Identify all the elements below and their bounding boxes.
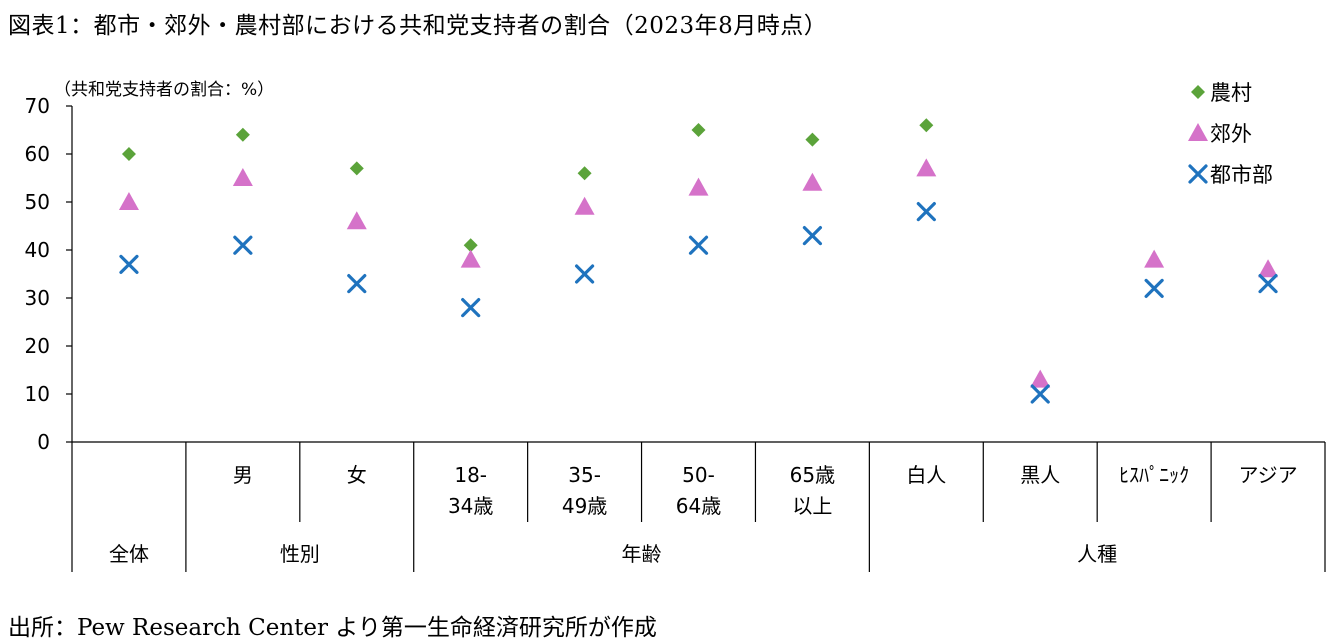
y-tick-label: 60 — [25, 142, 50, 166]
data-point-triangle — [574, 196, 595, 215]
data-point-x — [1258, 274, 1278, 294]
data-point-x — [233, 235, 253, 255]
y-tick-label: 0 — [37, 430, 50, 454]
x-marker-stroke — [574, 264, 595, 284]
x-tick-label: 黒人 — [1020, 463, 1060, 487]
x-tick-label: 50- — [682, 463, 715, 487]
x-group-label: 人種 — [1077, 542, 1117, 566]
data-point-x — [347, 274, 367, 294]
data-point-x — [802, 226, 823, 246]
x-tick-label: 女 — [347, 463, 367, 487]
legend-label: 郊外 — [1210, 122, 1252, 146]
x-tick-label: 34歳 — [448, 494, 493, 518]
legend-marker — [1191, 85, 1205, 99]
data-point-x — [574, 264, 595, 284]
y-tick-label: 30 — [25, 286, 50, 310]
data-point-diamond — [577, 166, 592, 181]
x-marker-stroke — [1258, 274, 1278, 294]
y-tick-label: 70 — [25, 94, 50, 118]
chart-title: 図表1：都市・郊外・農村部における共和党支持者の割合（2023年8月時点） — [8, 13, 828, 39]
data-point-diamond — [349, 161, 364, 176]
y-axis: 0 10 20 30 40 50 60 70 — [25, 94, 73, 454]
data-point-x — [1030, 384, 1050, 404]
data-point-triangle — [802, 172, 823, 191]
y-tick-label: 50 — [25, 190, 50, 214]
data-point-diamond — [121, 147, 136, 161]
legend-marker — [1188, 123, 1208, 141]
x-tick-label: ﾋｽﾊﾟﾆｯｸ — [1119, 463, 1189, 487]
x-tick-label: 35- — [568, 463, 601, 487]
y-axis-label: （共和党支持者の割合：%） — [54, 80, 274, 100]
data-point-x — [461, 298, 481, 318]
data-point-triangle — [1144, 249, 1165, 268]
x-group-label: 年齢 — [622, 542, 662, 566]
x-marker-stroke — [461, 298, 481, 318]
data-point-triangle — [1258, 259, 1279, 278]
x-marker-stroke — [1144, 278, 1164, 298]
source-note: 出所：Pew Research Center より第一生命経済研究所が作成 — [8, 615, 657, 641]
x-marker-stroke — [119, 254, 139, 274]
legend-marker — [1188, 164, 1208, 184]
x-tick-label: 以上 — [792, 494, 832, 518]
x-marker-stroke — [233, 235, 253, 255]
data-point-triangle — [346, 211, 367, 230]
data-point-diamond — [691, 123, 706, 137]
x-marker-stroke — [1030, 384, 1050, 404]
x-marker-stroke — [1188, 164, 1208, 184]
y-tick-label: 20 — [25, 334, 50, 358]
x-tick-label: アジア — [1238, 463, 1297, 487]
x-marker-stroke — [347, 274, 367, 294]
data-point-diamond — [805, 132, 820, 147]
x-tick-label: 18- — [454, 463, 487, 487]
data-point-diamond — [919, 118, 934, 133]
data-point-x — [119, 254, 139, 274]
data-point-triangle — [118, 192, 139, 210]
x-tick-label: 64歳 — [676, 494, 721, 518]
data-point-triangle — [1030, 369, 1051, 388]
legend-label: 農村 — [1210, 81, 1252, 105]
data-point-x — [1144, 278, 1164, 298]
data-point-x — [688, 235, 709, 255]
data-points — [118, 118, 1279, 404]
data-point-diamond — [235, 127, 250, 142]
x-group-label: 全体 — [109, 542, 149, 566]
legend-label: 都市部 — [1210, 163, 1273, 187]
x-tick-label: 65歳 — [790, 463, 835, 487]
data-point-x — [916, 202, 936, 222]
x-group-label: 性別 — [280, 542, 320, 566]
data-point-triangle — [916, 158, 937, 177]
data-point-triangle — [232, 168, 253, 186]
x-marker-stroke — [688, 235, 709, 255]
x-tick-label: 49歳 — [562, 494, 607, 518]
y-tick-label: 40 — [25, 238, 50, 262]
x-marker-stroke — [916, 202, 936, 222]
x-tick-label: 白人 — [906, 463, 946, 487]
x-tick-label: 男 — [233, 463, 253, 487]
data-point-triangle — [688, 177, 709, 196]
data-point-diamond — [463, 238, 478, 253]
data-point-triangle — [460, 249, 481, 268]
x-marker-stroke — [802, 226, 823, 246]
y-tick-label: 10 — [25, 382, 50, 406]
